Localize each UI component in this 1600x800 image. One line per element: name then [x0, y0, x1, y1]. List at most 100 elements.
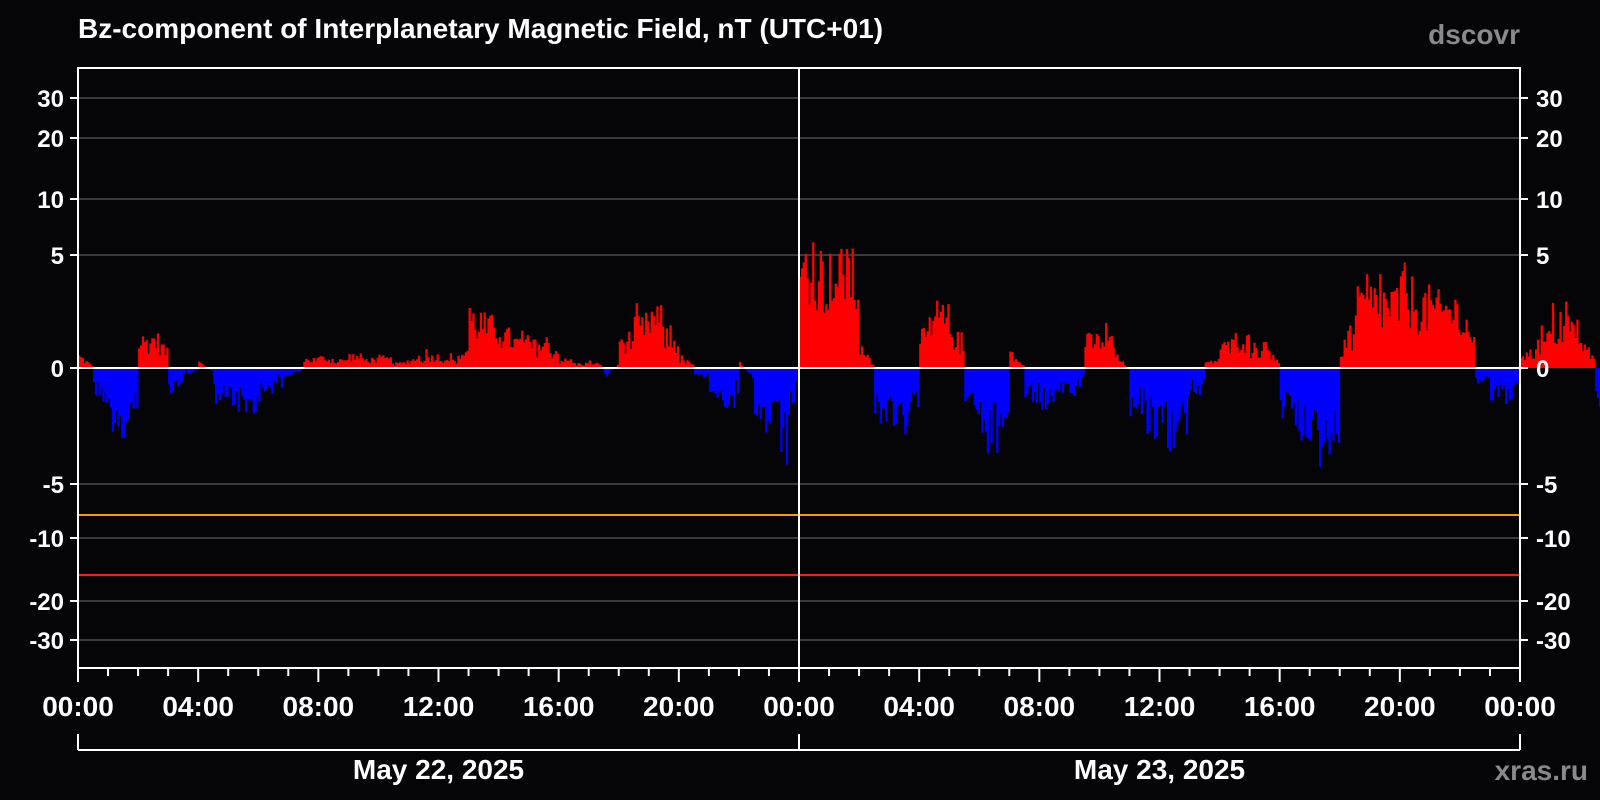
bz-bar: [1268, 351, 1271, 368]
bz-bar: [1242, 344, 1245, 368]
bz-bar: [1292, 368, 1296, 403]
bz-bar: [378, 354, 381, 368]
bz-bar: [397, 362, 400, 368]
bz-bar: [763, 368, 766, 407]
bz-bar: [117, 368, 120, 427]
bz-bar: [1441, 311, 1444, 368]
bz-bar: [1035, 368, 1038, 403]
bz-bar: [1503, 368, 1506, 386]
site-watermark: xras.ru: [1495, 755, 1588, 786]
bz-bar: [1369, 286, 1373, 368]
bz-bar: [246, 368, 250, 400]
bz-bar: [1540, 325, 1543, 368]
bz-bar: [1555, 344, 1558, 368]
bz-bar: [1277, 363, 1281, 368]
bz-bar: [444, 360, 447, 368]
bz-bar: [791, 368, 794, 404]
bz-bar: [459, 358, 462, 368]
bz-bar: [528, 341, 531, 368]
bz-bar: [427, 357, 430, 368]
bz-bar: [660, 305, 663, 368]
bz-bar: [194, 368, 197, 371]
bz-bar: [78, 355, 81, 368]
bz-bar: [1307, 368, 1311, 439]
bz-bar: [1275, 359, 1279, 368]
y-tick-label-left: -5: [43, 472, 64, 499]
bz-bar: [1178, 368, 1181, 419]
bz-bar: [947, 303, 950, 368]
bz-bar: [365, 359, 368, 368]
y-tick-label-right: 20: [1536, 126, 1563, 153]
bz-bar: [1155, 368, 1159, 437]
bz-bar: [477, 331, 481, 368]
bz-bar: [134, 368, 137, 392]
bz-bar: [374, 362, 377, 368]
bz-bar: [1150, 368, 1153, 397]
bz-bar: [1313, 368, 1316, 410]
bz-bar: [746, 368, 749, 371]
bz-bar: [708, 368, 712, 393]
bz-bar: [1392, 291, 1395, 368]
bz-bar: [1576, 319, 1579, 368]
bz-bar: [757, 368, 760, 405]
bz-bar: [141, 336, 145, 368]
bz-bar: [676, 346, 680, 368]
bz-bar: [307, 360, 310, 368]
bz-bar: [1296, 368, 1299, 401]
bz-bar: [348, 354, 351, 368]
bz-bar: [1050, 368, 1053, 397]
bz-bar: [915, 368, 918, 392]
x-tick-label: 16:00: [523, 691, 595, 722]
y-tick-label-right: -30: [1536, 628, 1571, 655]
bz-bar: [201, 364, 205, 368]
bz-bar: [667, 346, 670, 368]
bz-bar: [216, 368, 220, 394]
bz-bar: [936, 300, 939, 368]
bz-bar: [1550, 334, 1553, 368]
bz-bar: [132, 368, 135, 409]
bz-bar: [213, 368, 216, 385]
bz-bar: [342, 360, 346, 368]
bz-bar: [123, 368, 126, 438]
bz-bar: [1172, 368, 1175, 449]
bz-bar: [718, 368, 721, 393]
x-tick-label: 12:00: [403, 691, 475, 722]
bz-bar: [385, 357, 389, 368]
bz-bar: [999, 368, 1003, 414]
bz-bar: [1412, 311, 1416, 368]
bz-bar: [825, 304, 828, 368]
y-tick-label-right: -20: [1536, 589, 1571, 616]
bz-bar: [951, 336, 954, 368]
bz-bar: [583, 365, 586, 368]
bz-bar: [252, 368, 255, 414]
bz-bar: [1527, 356, 1530, 368]
bz-bar: [584, 362, 588, 368]
bz-bar: [357, 358, 361, 368]
bz-bar: [308, 362, 312, 368]
bz-bar: [476, 338, 479, 368]
bz-bar: [1578, 343, 1581, 368]
bz-bar: [669, 325, 672, 368]
bz-bar: [393, 365, 396, 368]
bz-bar: [1294, 368, 1297, 426]
bz-bar: [241, 368, 244, 397]
bz-bar: [237, 368, 240, 412]
bz-bar: [1018, 362, 1021, 368]
bz-bar: [265, 368, 269, 389]
bz-bar: [569, 359, 573, 368]
bz-bar: [1232, 340, 1236, 368]
bz-bar: [924, 336, 928, 368]
bz-bar: [440, 361, 443, 368]
bz-bar: [1386, 307, 1389, 368]
bz-bar: [177, 368, 180, 387]
bz-bar: [1399, 276, 1403, 368]
bz-bar: [430, 355, 434, 368]
bz-bar: [1514, 368, 1517, 381]
bz-bar: [171, 368, 175, 391]
bz-bar: [1182, 368, 1185, 401]
bz-bar: [776, 368, 779, 401]
bz-bar: [588, 360, 591, 368]
bz-bar: [832, 298, 836, 368]
bz-bar: [1020, 364, 1023, 368]
bz-bar: [320, 356, 323, 368]
